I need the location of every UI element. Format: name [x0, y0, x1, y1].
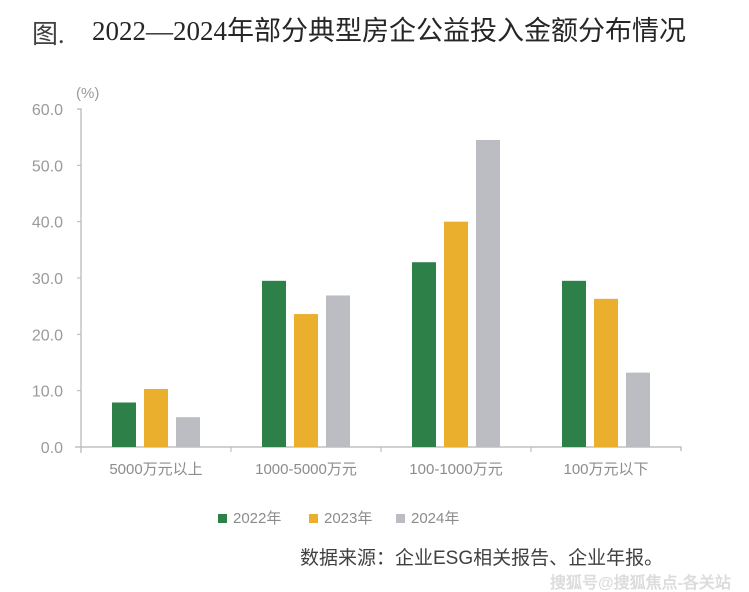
svg-text:30.0: 30.0 — [32, 271, 63, 288]
svg-text:10.0: 10.0 — [32, 384, 63, 401]
svg-text:0.0: 0.0 — [41, 440, 63, 457]
svg-text:2022年: 2022年 — [233, 510, 281, 527]
svg-text:20.0: 20.0 — [32, 327, 63, 344]
svg-text:40.0: 40.0 — [32, 215, 63, 232]
svg-text:2024年: 2024年 — [411, 510, 459, 527]
svg-text:100-1000万元: 100-1000万元 — [409, 461, 502, 478]
svg-text:50.0: 50.0 — [32, 158, 63, 175]
svg-text:5000万元以上: 5000万元以上 — [109, 461, 202, 478]
svg-text:(%): (%) — [76, 85, 99, 102]
svg-text:2023年: 2023年 — [324, 510, 372, 527]
svg-text:1000-5000万元: 1000-5000万元 — [255, 461, 357, 478]
svg-text:100万元以下: 100万元以下 — [563, 461, 648, 478]
svg-text:60.0: 60.0 — [32, 102, 63, 119]
